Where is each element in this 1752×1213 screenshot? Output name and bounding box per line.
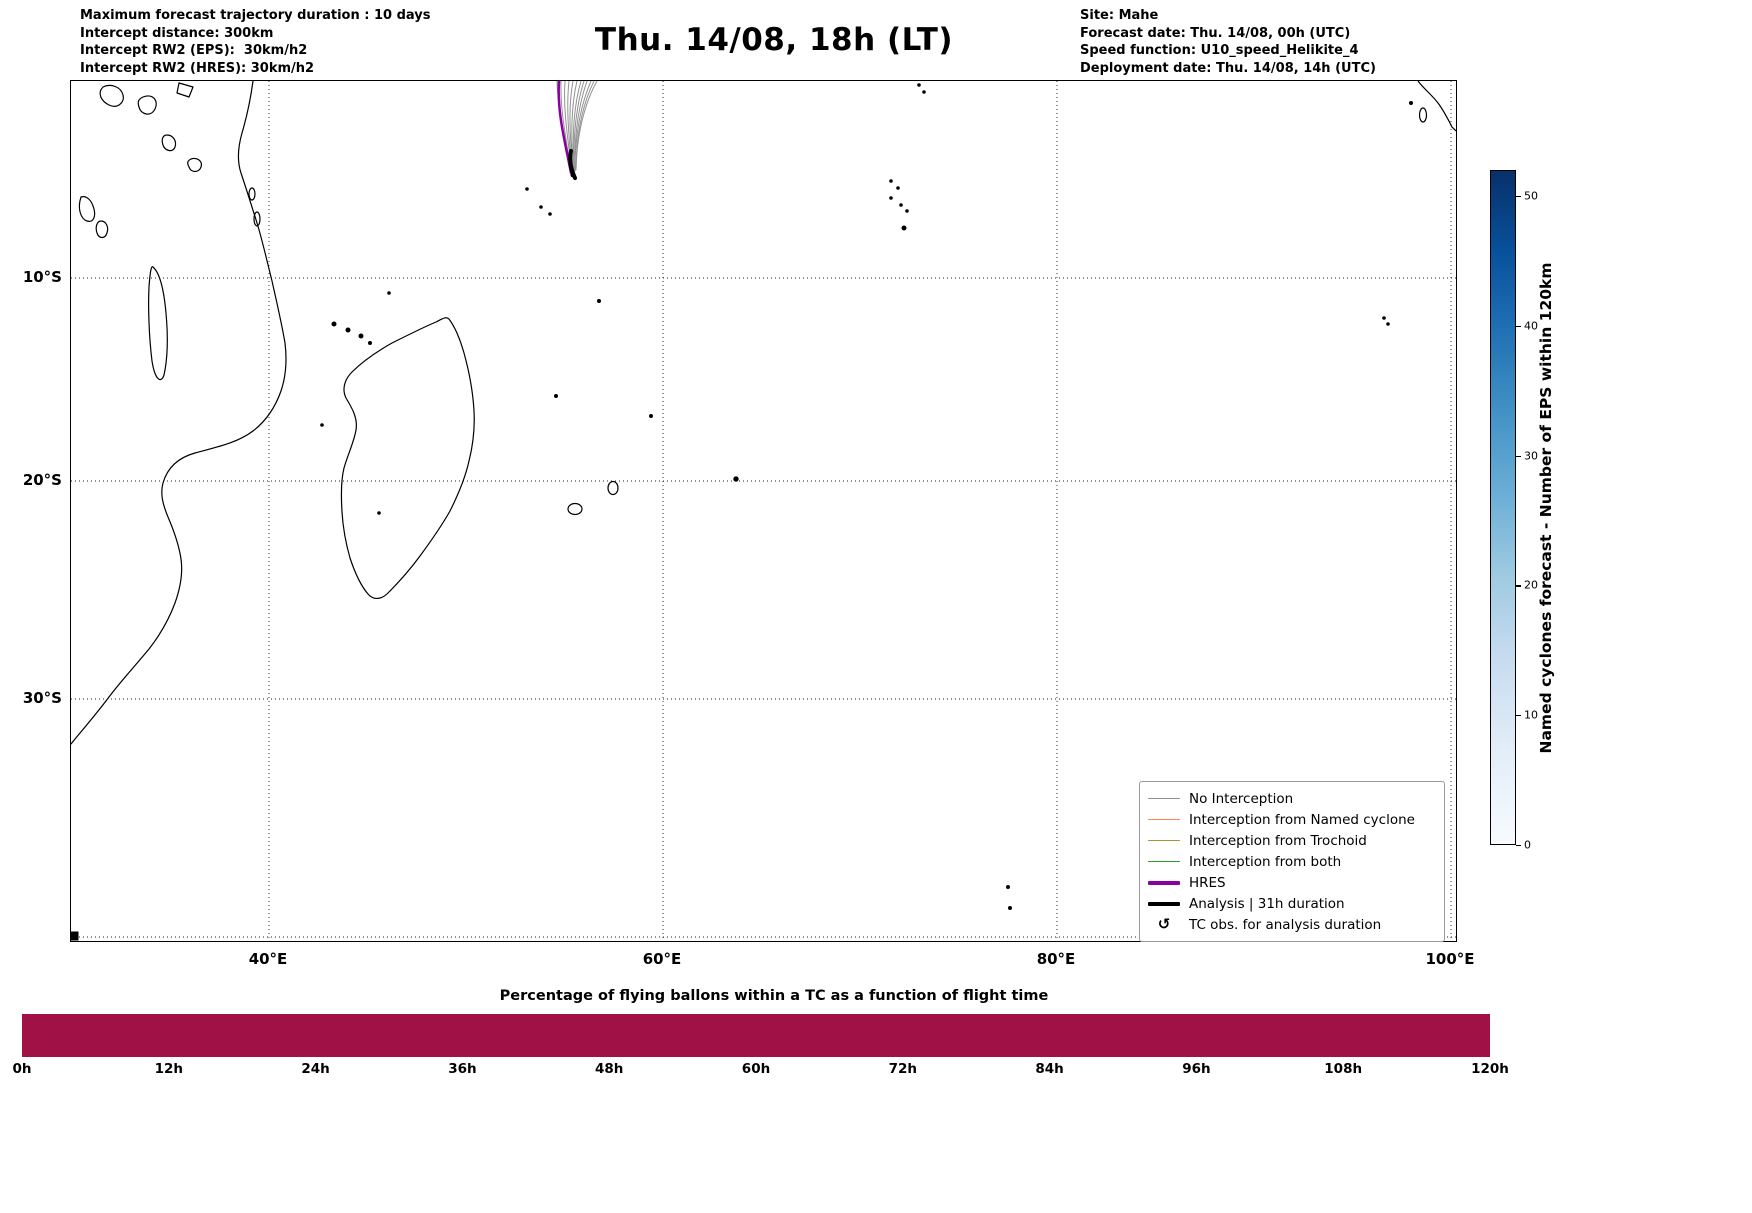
legend-line-swatch (1148, 818, 1180, 821)
header-left: Maximum forecast trajectory duration : 1… (80, 7, 431, 77)
legend-item-label: Interception from Named cyclone (1189, 811, 1415, 828)
legend-line-sample (1148, 797, 1180, 800)
legend-item: Interception from Named cyclone (1148, 809, 1436, 830)
flight-time-tick-label: 12h (154, 1061, 183, 1077)
islands (71, 81, 1456, 941)
tc-bar (22, 1014, 1490, 1057)
legend-item-label: Analysis | 31h duration (1189, 895, 1345, 912)
header-left-line: Maximum forecast trajectory duration : 1… (80, 8, 431, 23)
header-right-line: Deployment date: Thu. 14/08, 14h (UTC) (1080, 60, 1376, 76)
legend-line-swatch (1148, 839, 1180, 842)
legend-line-sample (1148, 860, 1180, 863)
legend-line-sample (1148, 880, 1180, 885)
flight-time-tick-label: 108h (1324, 1061, 1363, 1077)
flight-time-tick-label: 72h (888, 1061, 917, 1077)
coastline-africa (71, 81, 287, 745)
header-left-line: Intercept RW2 (EPS): 30km/h2 (80, 43, 308, 58)
legend-item-label: HRES (1189, 874, 1226, 891)
legend-item: No Interception (1148, 788, 1436, 809)
legend-item: HRES (1148, 872, 1436, 893)
colorbar-tick (1516, 845, 1521, 847)
lon-tick-label: 40°E (248, 950, 288, 968)
legend-line-sample (1148, 901, 1180, 906)
colorbar-tick-label: 30 (1524, 449, 1538, 463)
colorbar-tick-label: 40 (1524, 319, 1538, 333)
header-right: Site: Mahe Forecast date: Thu. 14/08, 00h… (1080, 7, 1376, 77)
header-right-line: Speed function: U10_speed_Helikite_4 (1080, 43, 1359, 58)
flight-time-tick-label: 84h (1035, 1061, 1064, 1077)
legend-item-label: Interception from both (1189, 853, 1342, 870)
flight-time-tick-label: 48h (594, 1061, 624, 1077)
bottom-chart-title: Percentage of flying ballons within a TC… (499, 988, 1049, 1004)
header-left-line: Intercept RW2 (HRES): 30km/h2 (80, 60, 315, 76)
legend-item-label: No Interception (1189, 790, 1294, 807)
legend-item-label: TC obs. for analysis duration (1189, 916, 1382, 933)
legend-line-sample (1148, 818, 1180, 821)
rotating-arrow-icon: ↺ (1157, 915, 1171, 933)
flight-time-tick-label: 24h (301, 1061, 330, 1077)
legend-item: Interception from Trochoid (1148, 830, 1436, 851)
colorbar-tick (1516, 195, 1521, 198)
legend-line-swatch (1148, 860, 1180, 863)
legend-item: Analysis | 31h duration (1148, 893, 1436, 914)
header-right-line: Forecast date: Thu. 14/08, 00h (UTC) (1080, 25, 1351, 41)
flight-time-tick-label: 0h (12, 1061, 32, 1077)
legend-line-sample (1148, 839, 1180, 842)
lon-tick-label: 60°E (642, 950, 682, 968)
colorbar-tick (1516, 325, 1521, 327)
colorbar-tick (1516, 585, 1521, 587)
deployment-site-marker (570, 172, 576, 178)
colorbar-tick-label: 0 (1524, 838, 1531, 852)
colorbar (1490, 170, 1516, 845)
colorbar-tick-label: 20 (1524, 578, 1538, 592)
lat-tick-label: 20°S (22, 471, 62, 489)
flight-time-tick-label: 120h (1471, 1061, 1509, 1077)
tc-obs-icon: ↺ (1148, 917, 1180, 932)
flight-time-tick-label: 60h (741, 1061, 771, 1077)
legend-item-label: Interception from Trochoid (1189, 832, 1367, 849)
legend-line-swatch (1148, 901, 1180, 906)
colorbar-label: Named cyclones forecast - Number of EPS … (1537, 262, 1555, 754)
colorbar-tick (1516, 715, 1521, 717)
legend-line-swatch (1148, 797, 1180, 800)
lat-tick-label: 30°S (22, 689, 62, 707)
header-right-line: Site: Mahe (1080, 8, 1159, 23)
legend-item: Interception from both (1148, 851, 1436, 872)
flight-time-tick-label: 96h (1182, 1061, 1211, 1077)
figure-title: Thu. 14/08, 18h (LT) (594, 22, 954, 58)
map-legend: No Interception Interception from Named c… (1139, 781, 1445, 942)
lon-tick-label: 80°E (1036, 950, 1076, 968)
legend-item: ↺ TC obs. for analysis duration (1148, 914, 1436, 935)
coastline-madagascar (340, 317, 475, 599)
lon-tick-label: 100°E (1425, 950, 1475, 968)
legend-line-swatch (1148, 880, 1180, 885)
colorbar-tick (1516, 455, 1521, 457)
colorbar-tick-label: 50 (1524, 189, 1538, 203)
map-gridlines (71, 81, 1456, 941)
map-canvas (71, 81, 1456, 941)
colorbar-tick-label: 10 (1524, 708, 1538, 722)
header-left-line: Intercept distance: 300km (80, 25, 274, 41)
flight-time-tick-label: 36h (448, 1061, 477, 1077)
lat-tick-label: 10°S (22, 268, 62, 286)
map-frame: No Interception Interception from Named c… (70, 80, 1457, 942)
